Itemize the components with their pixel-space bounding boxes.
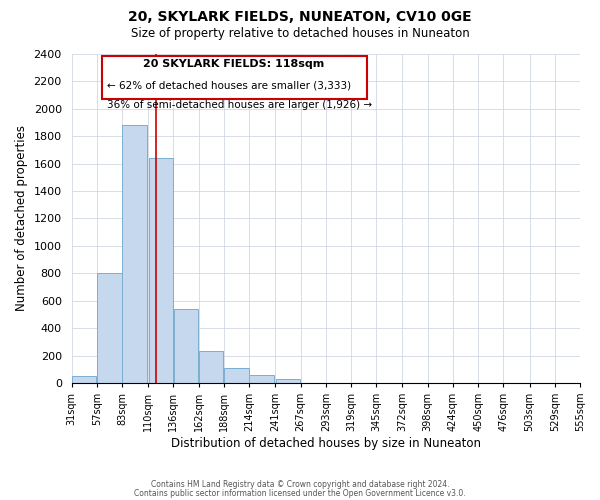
FancyBboxPatch shape (101, 56, 367, 98)
Bar (174, 309, 198, 383)
Bar (72, 376, 97, 383)
Text: ← 62% of detached houses are smaller (3,333): ← 62% of detached houses are smaller (3,… (107, 80, 351, 90)
Bar (199, 350, 223, 383)
Text: Size of property relative to detached houses in Nuneaton: Size of property relative to detached ho… (131, 28, 469, 40)
Bar (97, 274, 122, 383)
Text: Contains public sector information licensed under the Open Government Licence v3: Contains public sector information licen… (134, 490, 466, 498)
Bar (250, 376, 274, 383)
Text: Contains HM Land Registry data © Crown copyright and database right 2024.: Contains HM Land Registry data © Crown c… (151, 480, 449, 489)
Bar (275, 379, 300, 383)
Text: 20, SKYLARK FIELDS, NUNEATON, CV10 0GE: 20, SKYLARK FIELDS, NUNEATON, CV10 0GE (128, 10, 472, 24)
Bar (122, 126, 147, 383)
Text: 36% of semi-detached houses are larger (1,926) →: 36% of semi-detached houses are larger (… (107, 100, 372, 110)
Bar (224, 368, 249, 383)
Bar (149, 158, 173, 383)
X-axis label: Distribution of detached houses by size in Nuneaton: Distribution of detached houses by size … (171, 437, 481, 450)
Text: 20 SKYLARK FIELDS: 118sqm: 20 SKYLARK FIELDS: 118sqm (143, 60, 325, 70)
Y-axis label: Number of detached properties: Number of detached properties (15, 126, 28, 312)
